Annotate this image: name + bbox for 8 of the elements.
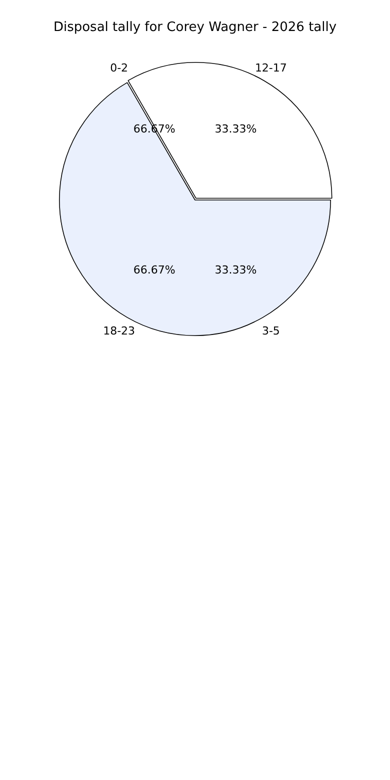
category-label: 0-2 bbox=[110, 61, 128, 74]
data-label: 33.33% bbox=[214, 122, 257, 136]
slice-label: 12-17 bbox=[254, 61, 287, 74]
chart-title: Disposal tally for Corey Wagner - 2026 tally bbox=[52, 20, 338, 35]
data-label: 66.67% bbox=[133, 263, 176, 276]
category-label: 3-5 bbox=[262, 324, 280, 338]
slice-label: 18-23 bbox=[103, 324, 136, 338]
text: 33.33% bbox=[214, 263, 257, 276]
